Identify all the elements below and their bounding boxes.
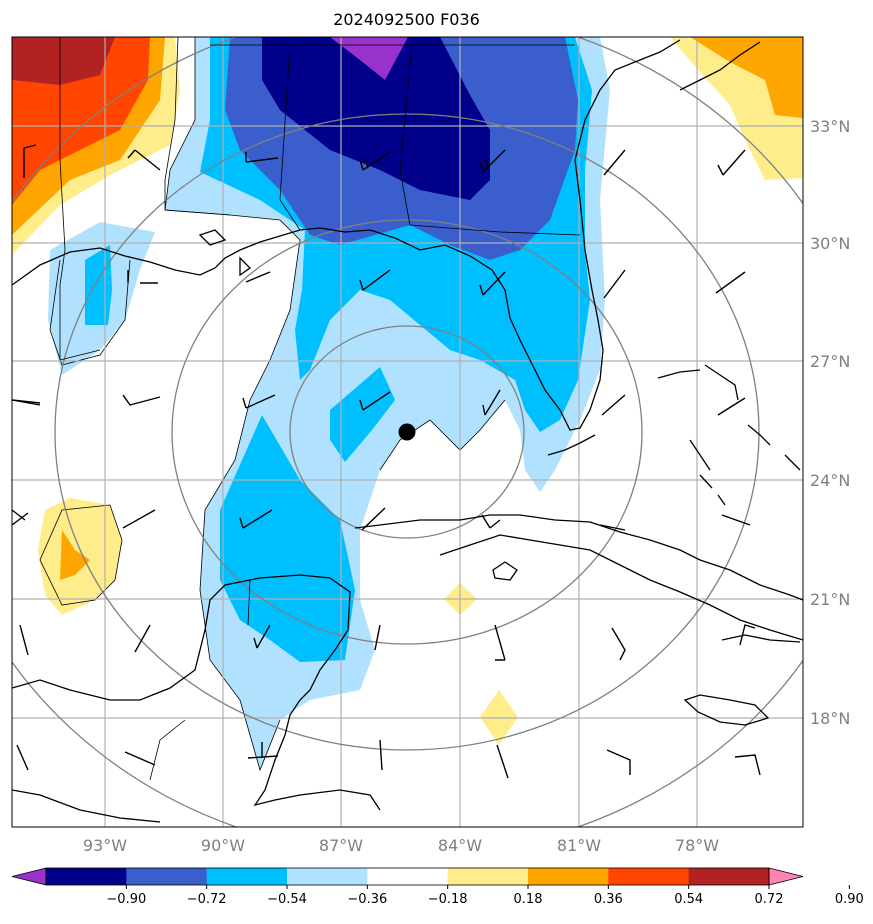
coastlines (12, 39, 803, 823)
colorbar-tick-label: −0.36 (347, 892, 387, 907)
state-borders (59, 37, 581, 781)
colorbar-extend-high (768, 867, 804, 886)
colorbar-tick-label: 0.18 (514, 892, 543, 907)
colorbar-tick-label: 0.72 (755, 892, 784, 907)
lon-label-93: 93°W (83, 836, 127, 855)
colorbar: −0.90 −0.72 −0.54 −0.36 −0.18 0.18 0.36 0.54 0.7… (11, 867, 864, 907)
anomaly-fill-warm-northwest (12, 37, 180, 255)
lon-label-81: 81°W (557, 836, 601, 855)
colorbar-swatch (447, 868, 529, 885)
map-panel (12, 37, 803, 827)
anomaly-fill-warm-northeast (670, 37, 803, 180)
lat-label-24: 24°N (810, 471, 850, 490)
lon-label-78: 78°W (675, 836, 719, 855)
colorbar-swatch (287, 868, 368, 885)
lat-label-27: 27°N (810, 352, 850, 371)
range-rings (12, 37, 803, 827)
colorbar-tick-label: 0.90 (835, 892, 864, 907)
colorbar-tick-label: −0.90 (106, 892, 146, 907)
colorbar-swatch (126, 868, 208, 885)
colorbar-swatch (528, 868, 609, 885)
lon-label-90: 90°W (201, 836, 245, 855)
colorbar-frame (45, 867, 770, 886)
anomaly-fill-navy (262, 37, 490, 200)
colorbar-swatch (688, 868, 770, 885)
lon-label-84: 84°W (438, 836, 482, 855)
colorbar-tick-label: −0.18 (428, 892, 468, 907)
colorbar-swatch (206, 868, 288, 885)
lat-label-18: 18°N (810, 709, 850, 728)
colorbar-swatch (608, 868, 690, 885)
anomaly-fill-purple (330, 37, 408, 80)
lon-label-87: 87°W (319, 836, 363, 855)
lat-label-30: 30°N (810, 234, 850, 253)
colorbar-extend-low (11, 867, 47, 886)
latitude-labels: 33°N 30°N 27°N 24°N 21°N 18°N (810, 117, 850, 728)
colorbar-swatch (46, 868, 127, 885)
lat-label-21: 21°N (810, 590, 850, 609)
wind-barbs (12, 144, 761, 779)
colorbar-tick-label: 0.54 (674, 892, 703, 907)
colorbar-tick-label: −0.72 (187, 892, 227, 907)
map-title: 2024092500 F036 (333, 10, 480, 29)
lat-label-33: 33°N (810, 117, 850, 136)
longitude-labels: 93°W 90°W 87°W 84°W 81°W 78°W (83, 836, 719, 855)
graticule (12, 37, 803, 827)
colorbar-tick-label: 0.36 (594, 892, 623, 907)
colorbar-swatch (367, 868, 449, 885)
map-frame (11, 36, 804, 828)
colorbar-tick-label: −0.54 (267, 892, 307, 907)
storm-center-marker (398, 423, 416, 441)
